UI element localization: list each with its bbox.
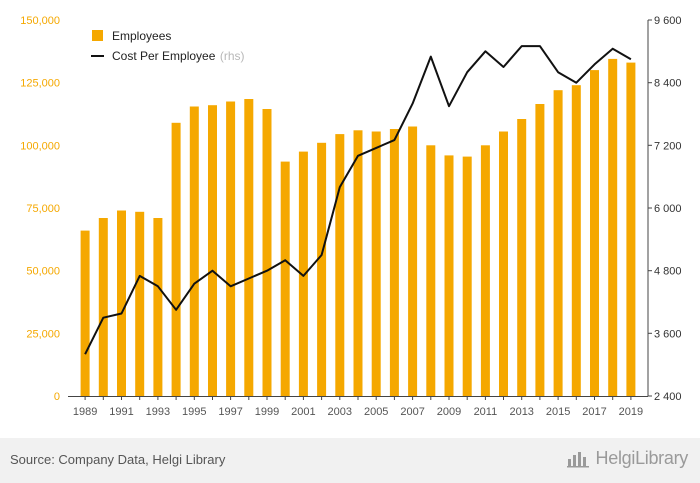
y-right-tick-label: 8 400	[654, 78, 682, 90]
bar-employees-2007	[408, 126, 418, 396]
bar-employees-2011	[480, 145, 490, 396]
bar-employees-1999	[262, 109, 272, 396]
bar-employees-2006	[389, 129, 399, 396]
cost-per-employee-line	[84, 45, 632, 355]
x-tick-label: 2007	[400, 406, 424, 418]
y-right-tick-label: 7 200	[654, 140, 682, 152]
source-text: Source: Company Data, Helgi Library	[10, 452, 226, 467]
bar-employees-2001	[298, 151, 308, 396]
bar-chart-icon	[566, 451, 589, 467]
bar-employees-2010	[462, 156, 472, 396]
bar-employees-1990	[98, 218, 108, 396]
y-left-tick-label: 0	[54, 391, 60, 403]
bar-employees-2019	[626, 62, 636, 396]
bar-employees-2015	[553, 90, 563, 396]
bar-employees-2000	[280, 161, 290, 396]
y-right-tick-label: 2 400	[654, 391, 682, 403]
x-tick-label: 2019	[619, 406, 643, 418]
x-tick-label: 2013	[509, 406, 533, 418]
bar-employees-2009	[444, 155, 454, 396]
bar-employees-2002	[317, 142, 327, 396]
bar-employees-1993	[153, 218, 163, 396]
y-left-tick-label: 75,000	[26, 203, 60, 215]
left-y-axis: 0 25,000 50,000 75,000 100,000 125,000 150,000	[20, 15, 60, 403]
bar-employees-1997	[226, 101, 236, 396]
bar-employees-2014	[535, 104, 545, 396]
legend-label-cost-name: Cost Per Employee	[112, 49, 216, 63]
bar-employees-2008	[426, 145, 436, 396]
chart: 0 25,000 50,000 75,000 100,000 125,000 150,000…	[20, 15, 682, 418]
x-tick-label: 2001	[291, 406, 315, 418]
x-tick-label: 1997	[218, 406, 242, 418]
right-y-axis: 2 400 3 600 4 800 6 000 7 200 8 400 9 600	[647, 15, 682, 403]
y-left-tick-label: 50,000	[26, 266, 60, 278]
bar-employees-2005	[371, 131, 381, 396]
footer: Source: Company Data, Helgi Library Helg…	[0, 438, 700, 483]
bar-employees-2017	[590, 70, 599, 396]
x-tick-label: 2003	[328, 406, 352, 418]
bar-employees-2003	[335, 134, 345, 396]
x-axis: 1989 1991 1993 1995 1997 1999 2001 2003 2005 2007…	[68, 396, 648, 418]
x-tick-label: 2011	[474, 406, 498, 418]
bar-employees-1996	[208, 105, 217, 396]
bar-employees-1991	[117, 210, 126, 396]
y-left-tick-label: 150,000	[20, 15, 60, 27]
legend: Employees Cost Per Employee (rhs)	[91, 29, 245, 64]
brand-name: HelgiLibrary	[595, 448, 689, 468]
employees-bars	[80, 58, 636, 397]
x-tick-label: 2015	[546, 406, 570, 418]
bar-employees-1994	[171, 122, 181, 397]
x-tick-label: 1991	[109, 406, 133, 418]
bar-employees-2016	[571, 85, 581, 396]
bar-employees-2004	[353, 130, 363, 397]
y-right-tick-label: 9 600	[654, 15, 682, 27]
legend-label-cost-per-employee: Cost Per Employee (rhs)	[112, 47, 245, 64]
y-left-tick-label: 125,000	[20, 78, 60, 90]
x-tick-label: 1999	[255, 406, 279, 418]
legend-label-rhs: (rhs)	[220, 49, 245, 63]
legend-label-employees: Employees	[112, 29, 171, 43]
x-tick-label: 2017	[582, 406, 606, 418]
legend-swatch-employees	[92, 30, 103, 41]
y-right-tick-label: 3 600	[654, 328, 682, 340]
bar-employees-1989	[80, 230, 90, 396]
y-left-tick-label: 25,000	[26, 328, 60, 340]
x-tick-label: 1995	[182, 406, 206, 418]
y-right-tick-label: 4 800	[654, 266, 682, 278]
line-cost-per-employee	[84, 45, 632, 355]
bar-employees-1992	[135, 211, 145, 396]
x-tick-label: 1989	[73, 406, 97, 418]
y-right-tick-label: 6 000	[654, 203, 682, 215]
x-tick-label: 1993	[146, 406, 170, 418]
x-tick-label: 2005	[364, 406, 388, 418]
bar-employees-2012	[499, 131, 508, 396]
bar-employees-2013	[517, 119, 527, 396]
bar-employees-1998	[244, 99, 254, 396]
x-tick-label: 2009	[437, 406, 461, 418]
bar-employees-2018	[608, 58, 618, 397]
brand-logo: HelgiLibrary	[566, 448, 689, 469]
bar-employees-1995	[189, 106, 199, 396]
y-left-tick-label: 100,000	[20, 140, 60, 152]
